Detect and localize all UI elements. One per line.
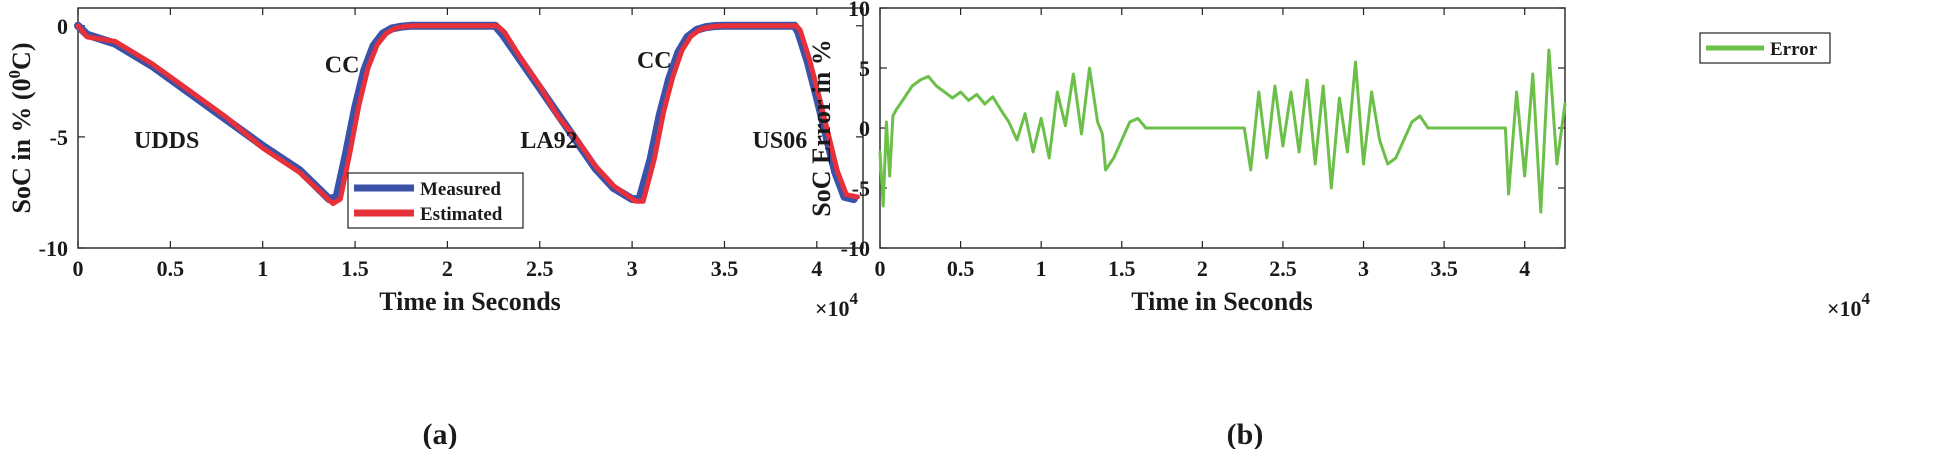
x-tick-label: 3.5 bbox=[1430, 256, 1458, 281]
x-tick-label: 2.5 bbox=[526, 256, 554, 281]
x-tick-label: 2 bbox=[1197, 256, 1208, 281]
x-tick-label: 4 bbox=[1519, 256, 1530, 281]
x-tick-label: 1 bbox=[1036, 256, 1047, 281]
x-tick-label: 1 bbox=[257, 256, 268, 281]
x-tick-label: 3 bbox=[1358, 256, 1369, 281]
x-tick-label: 1.5 bbox=[1108, 256, 1136, 281]
panel-a-series bbox=[74, 21, 860, 207]
x-tick-label: 3.5 bbox=[711, 256, 739, 281]
panel-a-chart: 0 0.5 1 1.5 2 2.5 3 3.5 4 0 -5 -10 UDDS CC LA92 CC US06… bbox=[5, 7, 864, 449]
panel-a-ylabel: SoC in % (00C) bbox=[5, 42, 36, 213]
panel-b-ticks: 0 0.5 1 1.5 2 2.5 3 3.5 4 10 5 0 -5 -10 bbox=[841, 0, 1565, 281]
legend-label-estimated: Estimated bbox=[420, 204, 503, 225]
x-tick-label: 1.5 bbox=[341, 256, 369, 281]
series-line-error bbox=[878, 48, 1567, 214]
y-tick-label: 0 bbox=[57, 14, 68, 39]
panel-b-legend: Error bbox=[1699, 32, 1831, 64]
y-tick-label: 10 bbox=[848, 0, 870, 21]
panel-a-legend: Measured Estimated bbox=[347, 172, 524, 229]
y-tick-label: 5 bbox=[859, 56, 870, 81]
y-tick-label: -10 bbox=[841, 236, 870, 261]
panel-a-label: (a) bbox=[423, 418, 458, 449]
panel-b-x-multiplier: ×104 bbox=[1827, 289, 1871, 321]
x-tick-label: 2 bbox=[442, 256, 453, 281]
legend-label-measured: Measured bbox=[420, 179, 501, 200]
x-tick-label: 0.5 bbox=[157, 256, 185, 281]
x-tick-label: 0 bbox=[875, 256, 886, 281]
panel-b-chart: 0 0.5 1 1.5 2 2.5 3 3.5 4 10 5 0 -5 -10 SoC Error in … bbox=[807, 0, 1871, 449]
x-tick-label: 3 bbox=[627, 256, 638, 281]
panel-a-annotations: UDDS CC LA92 CC US06 bbox=[134, 48, 807, 154]
panel-b-ylabel: SoC Error in % bbox=[807, 39, 836, 216]
x-tick-label: 2.5 bbox=[1269, 256, 1297, 281]
annotation-label: CC bbox=[637, 48, 672, 74]
y-tick-label: -5 bbox=[852, 176, 870, 201]
annotation-label: CC bbox=[325, 52, 360, 78]
x-tick-label: 0 bbox=[73, 256, 84, 281]
annotation-label: LA92 bbox=[520, 128, 577, 154]
panel-a-x-multiplier: ×104 bbox=[815, 289, 859, 321]
panel-a-xlabel: Time in Seconds bbox=[379, 287, 561, 316]
x-tick-label: 0.5 bbox=[947, 256, 975, 281]
series-line-estimated bbox=[75, 23, 860, 207]
panel-a-legend-box bbox=[347, 172, 524, 229]
y-tick-label: -10 bbox=[39, 236, 68, 261]
panel-a-plot-frame bbox=[77, 7, 864, 249]
x-tick-label: 4 bbox=[811, 256, 822, 281]
legend-label-error: Error bbox=[1770, 39, 1818, 60]
panel-b-series bbox=[878, 48, 1567, 214]
y-tick-label: -5 bbox=[50, 125, 68, 150]
panel-b-label: (b) bbox=[1227, 418, 1264, 449]
panel-a-ticks: 0 0.5 1 1.5 2 2.5 3 3.5 4 0 -5 -10 bbox=[39, 8, 863, 281]
y-tick-label: 0 bbox=[859, 116, 870, 141]
annotation-label: US06 bbox=[753, 128, 808, 154]
panel-b-xlabel: Time in Seconds bbox=[1131, 287, 1313, 316]
annotation-label: UDDS bbox=[134, 128, 199, 154]
